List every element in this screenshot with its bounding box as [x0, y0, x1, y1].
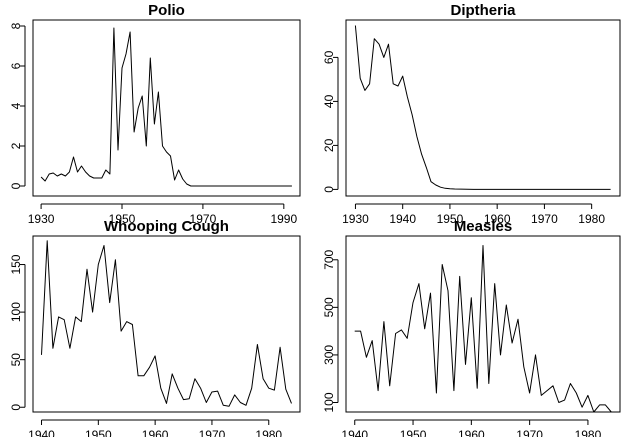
panel-title: Measles — [454, 218, 512, 235]
x-tick-label: 1950 — [85, 428, 112, 437]
x-tick-label: 1960 — [142, 428, 169, 437]
x-tick-label: 1970 — [516, 428, 543, 437]
x-tick-label: 1970 — [190, 212, 217, 226]
x-tick-label: 1980 — [255, 428, 282, 437]
x-tick-label: 1950 — [400, 428, 427, 437]
plot-frame — [345, 19, 621, 197]
y-tick-label: 2 — [9, 142, 23, 149]
x-tick-label: 1950 — [109, 212, 136, 226]
series-line — [41, 240, 292, 407]
x-tick-label: 1940 — [341, 428, 368, 437]
panel-3: Measles 1940 1950 1960 1970 1980 100 300 500 700 — [322, 218, 621, 437]
y-tick-label: 150 — [9, 254, 23, 274]
y-tick-label: 0 — [9, 404, 23, 411]
series-line — [40, 27, 292, 187]
y-tick-label: 50 — [9, 353, 23, 367]
plot-frame — [345, 235, 621, 413]
y-tick-label: 0 — [322, 186, 336, 193]
y-tick-label: 60 — [322, 50, 336, 64]
y-tick-label: 100 — [322, 392, 336, 412]
series-line — [354, 25, 611, 190]
panel-0: Polio 1930 1950 1970 1990 0 2 4 6 8 — [9, 2, 301, 226]
x-tick-label: 1950 — [437, 212, 464, 226]
y-tick-label: 8 — [9, 22, 23, 29]
y-tick-label: 100 — [9, 302, 23, 322]
panel-2: Whooping Cough 1940 1950 1960 1970 1980 0 50 100… — [9, 218, 301, 437]
x-tick-label: 1980 — [578, 212, 605, 226]
y-tick-label: 700 — [322, 249, 336, 269]
plot-frame — [32, 19, 301, 197]
x-tick-label: 1980 — [575, 428, 602, 437]
y-tick-label: 500 — [322, 297, 336, 317]
x-tick-label: 1960 — [458, 428, 485, 437]
y-tick-label: 6 — [9, 62, 23, 69]
x-tick-label: 1960 — [484, 212, 511, 226]
panel-title: Diptheria — [450, 2, 516, 19]
y-tick-label: 20 — [322, 138, 336, 152]
y-tick-label: 4 — [9, 102, 23, 109]
x-tick-label: 1940 — [389, 212, 416, 226]
y-tick-label: 300 — [322, 345, 336, 365]
y-tick-label: 0 — [9, 182, 23, 189]
series-line — [354, 245, 612, 413]
x-tick-label: 1930 — [28, 212, 55, 226]
panel-title: Polio — [148, 2, 185, 19]
x-tick-label: 1990 — [270, 212, 297, 226]
panel-title: Whooping Cough — [104, 218, 229, 235]
x-tick-label: 1970 — [199, 428, 226, 437]
panel-1: Diptheria 1930 1940 1950 1960 1970 1980 0 20 40 60 — [322, 2, 621, 226]
x-tick-label: 1940 — [28, 428, 55, 437]
y-tick-label: 40 — [322, 94, 336, 108]
x-tick-label: 1930 — [342, 212, 369, 226]
plot-frame — [32, 235, 301, 413]
x-tick-label: 1970 — [531, 212, 558, 226]
